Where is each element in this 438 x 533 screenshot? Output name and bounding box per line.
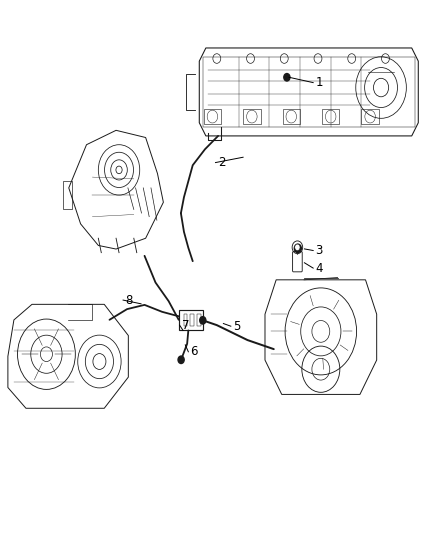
Bar [283,109,300,125]
Text: 6: 6 [191,345,198,358]
Bar [184,314,187,326]
Text: 5: 5 [233,320,240,333]
Bar [204,109,221,125]
Bar [63,181,72,209]
Text: 3: 3 [315,244,323,257]
Text: 7: 7 [182,319,189,332]
Bar [243,109,261,125]
Circle shape [178,356,184,364]
Circle shape [295,244,300,251]
Bar [322,109,339,125]
Bar [202,57,415,127]
Bar [197,314,201,326]
Circle shape [284,74,290,81]
Bar [190,314,194,326]
Circle shape [294,244,301,253]
Circle shape [200,317,206,324]
Bar [361,109,379,125]
Text: 4: 4 [315,262,323,274]
Text: 8: 8 [125,294,133,306]
Text: 1: 1 [315,76,323,89]
Text: 2: 2 [218,156,225,169]
